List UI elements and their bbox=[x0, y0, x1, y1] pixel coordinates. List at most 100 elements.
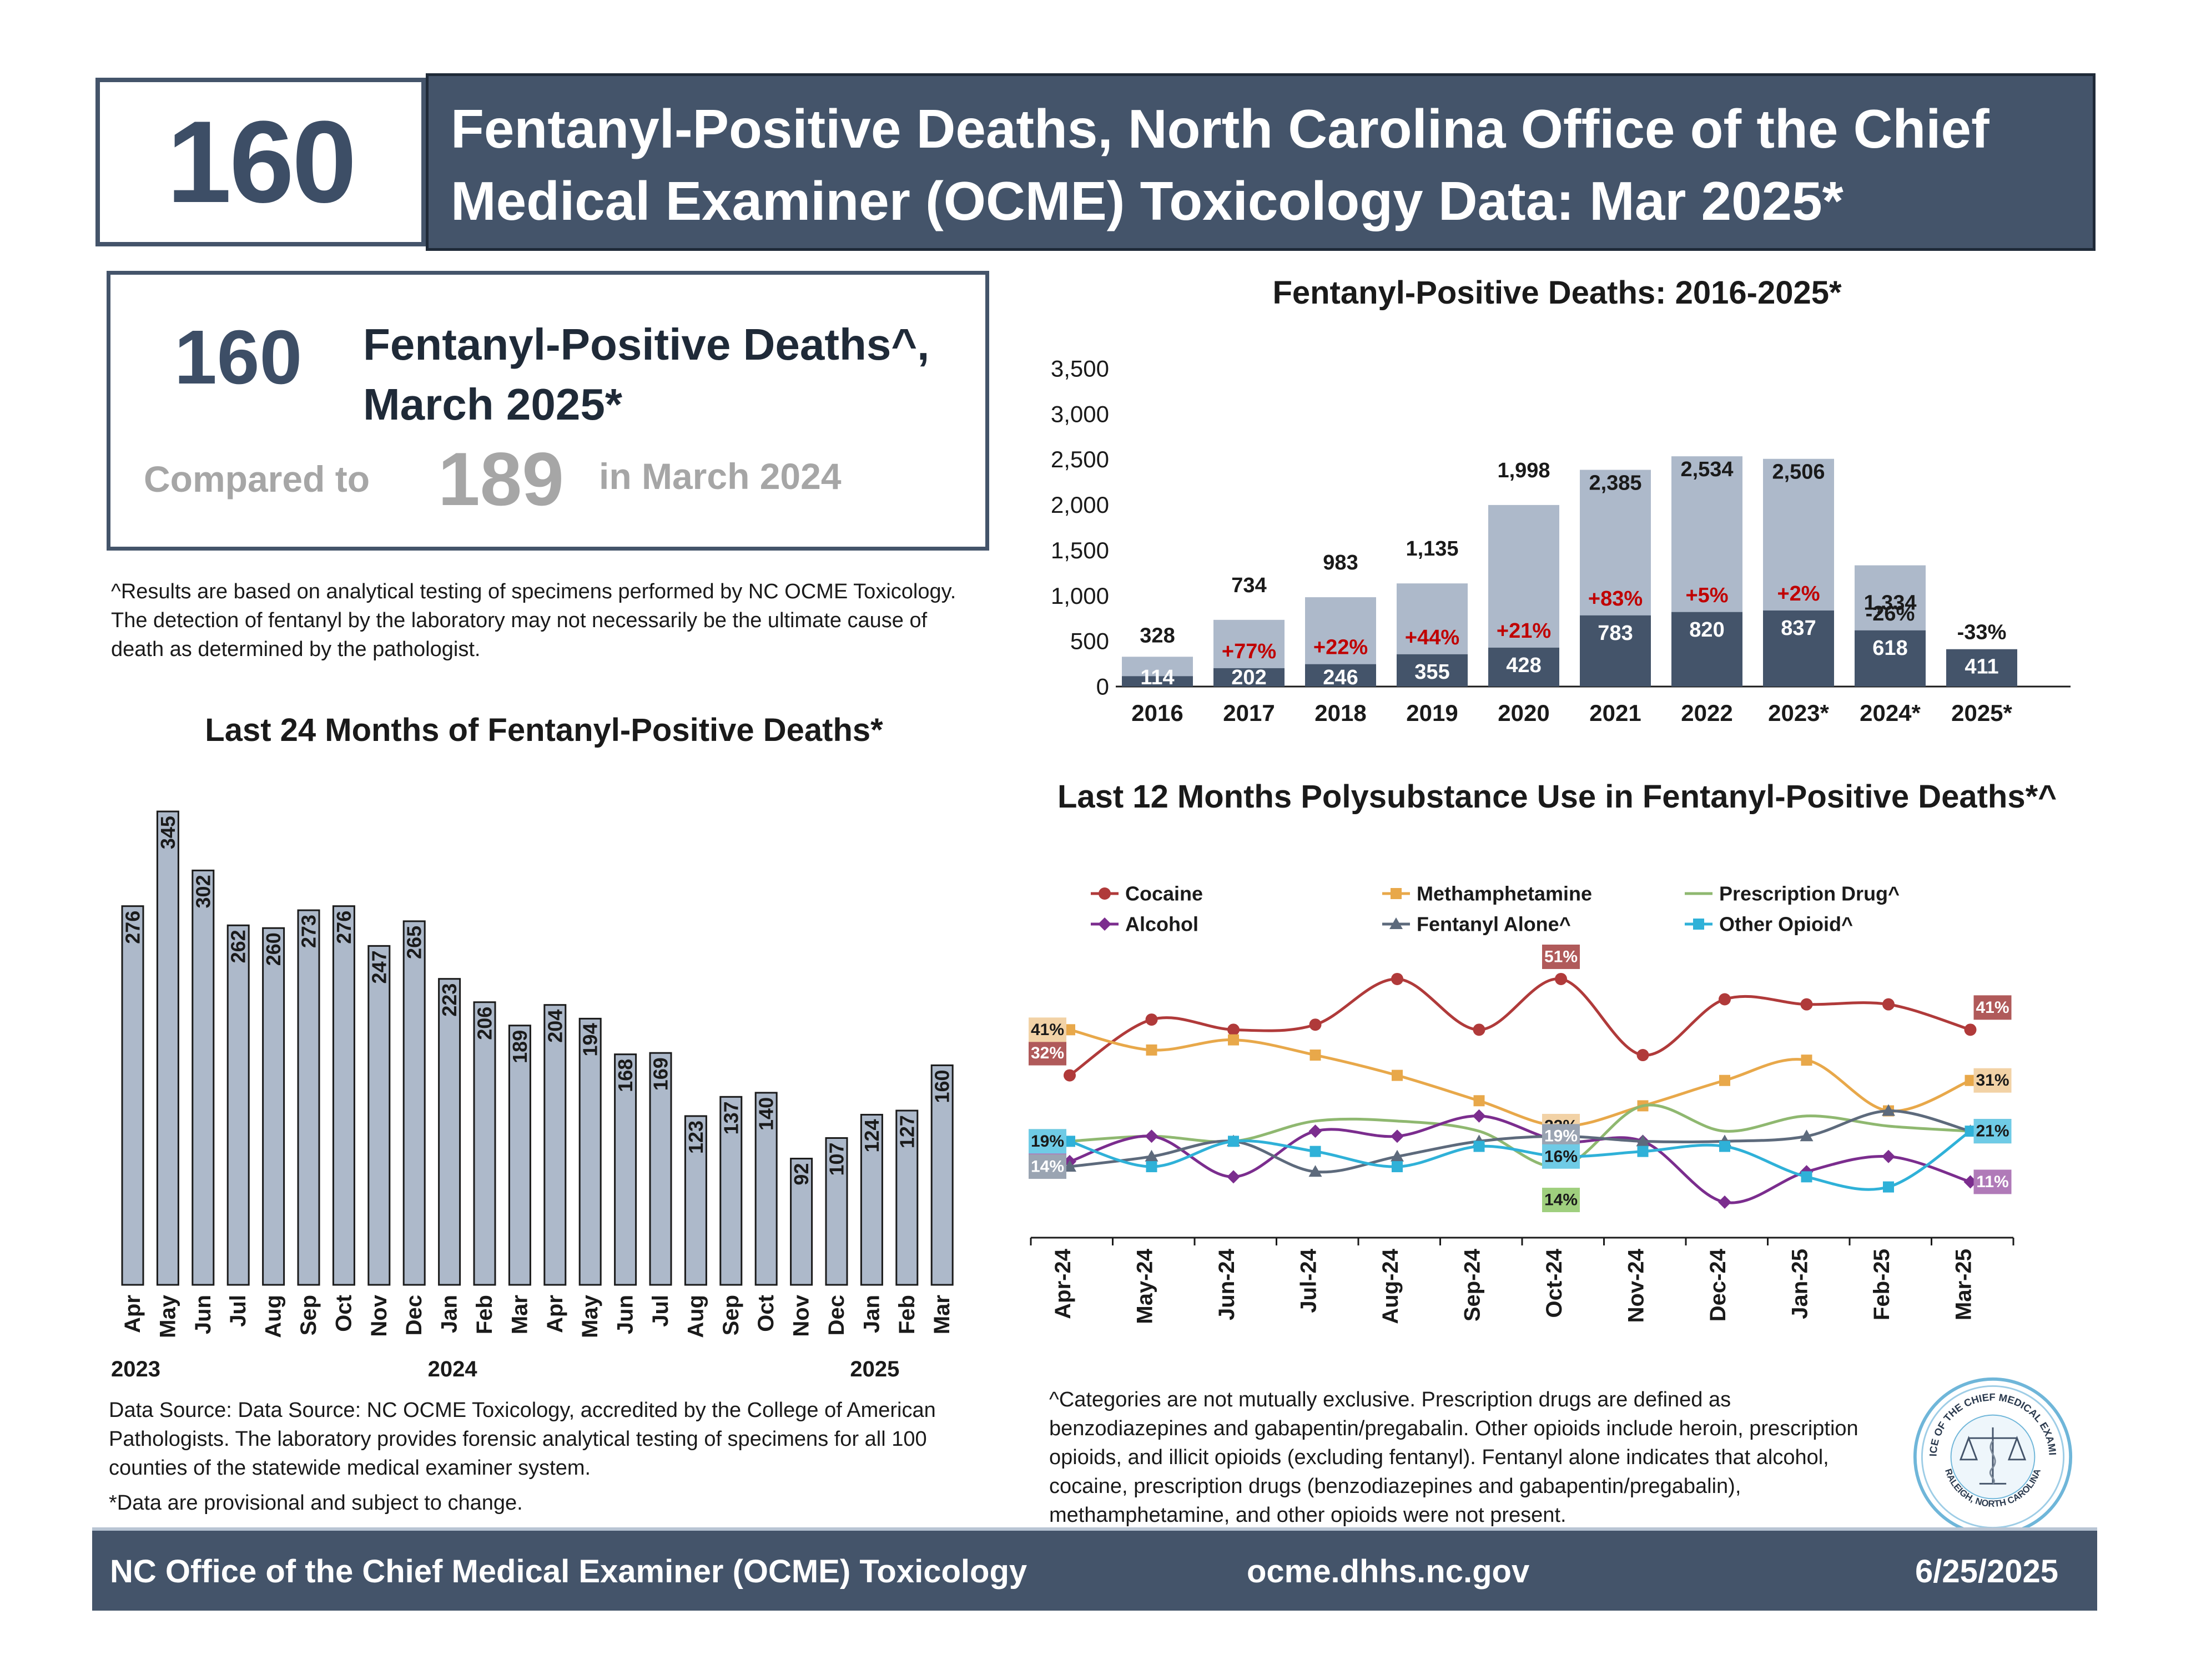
monthly-bar bbox=[825, 1137, 848, 1286]
poly-x-tick-label: Jul-24 bbox=[1297, 1248, 1321, 1313]
yearly-march-bar bbox=[1855, 630, 1926, 687]
poly-point bbox=[1719, 1074, 1730, 1086]
yearly-march-label: 411 bbox=[1965, 655, 1998, 679]
monthly-bar bbox=[226, 924, 250, 1286]
monthly-bar-value: 273 bbox=[298, 915, 320, 948]
summary-compared-to: Compared to bbox=[144, 458, 370, 500]
monthly-chart-title: Last 24 Months of Fentanyl-Positive Deat… bbox=[205, 712, 883, 748]
poly-data-label-bg bbox=[1973, 1068, 2012, 1093]
monthly-x-tick-label: Jul bbox=[226, 1295, 250, 1327]
yearly-total-label: 734 bbox=[1231, 574, 1266, 597]
yearly-x-tick-label: 2019 bbox=[1406, 700, 1458, 726]
monthly-bar-value: 137 bbox=[719, 1101, 742, 1134]
poly-data-label-text: 19% bbox=[1031, 1132, 1064, 1151]
yearly-pct-change-label: +77% bbox=[1222, 640, 1276, 663]
yearly-march-bar bbox=[1488, 647, 1559, 687]
poly-point bbox=[1800, 1129, 1814, 1142]
monthly-bar-value: 247 bbox=[367, 950, 390, 983]
poly-data-label-bg bbox=[1973, 1119, 2012, 1144]
monthly-bar bbox=[121, 905, 144, 1286]
monthly-bar bbox=[754, 1092, 778, 1286]
poly-point bbox=[1391, 1129, 1404, 1143]
poly-data-label-text: 51% bbox=[1544, 947, 1578, 966]
monthly-bar-value: 206 bbox=[474, 1007, 496, 1040]
poly-point bbox=[1064, 1069, 1076, 1082]
poly-point bbox=[1472, 1109, 1486, 1123]
poly-point bbox=[1882, 998, 1895, 1011]
yearly-x-tick-label: 2023* bbox=[1768, 700, 1829, 726]
yearly-y-tick-label: 1,000 bbox=[1051, 583, 1109, 609]
poly-point bbox=[1392, 1069, 1403, 1081]
yearly-pct-change-label: +83% bbox=[1588, 587, 1643, 611]
yearly-total-label: 2,385 bbox=[1589, 472, 1641, 495]
poly-point bbox=[1308, 1124, 1322, 1138]
monthly-bar-value: 276 bbox=[333, 911, 355, 944]
monthly-bar-value: 204 bbox=[543, 1010, 566, 1043]
yearly-march-label: 202 bbox=[1231, 666, 1266, 689]
page-title: Fentanyl-Positive Deaths, North Carolina… bbox=[451, 98, 1989, 231]
yearly-y-tick-label: 500 bbox=[1070, 628, 1109, 654]
poly-point bbox=[1965, 1074, 1976, 1086]
yearly-march-bar bbox=[1122, 676, 1193, 687]
legend-label: Alcohol bbox=[1125, 913, 1198, 936]
poly-x-tick-label: Sep-24 bbox=[1460, 1248, 1485, 1321]
poly-series-line bbox=[1069, 977, 1971, 1077]
monthly-bar bbox=[332, 905, 355, 1286]
yearly-x-tick-label: 2022 bbox=[1681, 700, 1732, 726]
monthly-x-tick-label: May bbox=[155, 1294, 180, 1338]
monthly-x-tick-label: Dec bbox=[824, 1295, 849, 1335]
yearly-x-tick-label: 2018 bbox=[1314, 700, 1366, 726]
poly-x-tick-label: Feb-25 bbox=[1870, 1249, 1894, 1320]
poly-data-label-bg bbox=[1542, 1144, 1580, 1169]
yearly-bar-chart: 0 500 1,000 1,500 2,000 2,500 3,000 3,500 328 114… bbox=[1051, 356, 2071, 726]
footer-website-link[interactable]: ocme.dhhs.nc.gov bbox=[1247, 1553, 1530, 1590]
monthly-x-tick-label: May bbox=[578, 1294, 602, 1338]
yearly-pct-change-label: +5% bbox=[1685, 584, 1728, 607]
poly-series-line bbox=[1069, 1130, 1971, 1191]
legend-marker bbox=[1389, 917, 1403, 929]
data-source-note: Data Source: Data Source: NC OCME Toxico… bbox=[109, 1399, 936, 1480]
poly-point bbox=[1473, 1141, 1485, 1152]
monthly-x-tick-label: Jul bbox=[648, 1295, 673, 1327]
yearly-pct-change-label: +44% bbox=[1405, 626, 1459, 649]
poly-data-label-text: 32% bbox=[1031, 1044, 1064, 1062]
poly-data-label-bg bbox=[1542, 944, 1580, 969]
yearly-y-tick-label: 1,500 bbox=[1051, 537, 1109, 563]
poly-data-label-text: 14% bbox=[1031, 1158, 1064, 1176]
monthly-x-tick-label: Jun bbox=[191, 1295, 215, 1334]
poly-data-label-text: 16% bbox=[1544, 1147, 1578, 1166]
poly-point bbox=[1392, 1161, 1403, 1173]
monthly-bar-value: 223 bbox=[438, 983, 461, 1017]
monthly-bar bbox=[156, 810, 179, 1286]
monthly-bar bbox=[860, 1113, 883, 1286]
yearly-chart-title: Fentanyl-Positive Deaths: 2016-2025* bbox=[1272, 275, 1842, 311]
yearly-march-bar bbox=[1671, 612, 1742, 687]
legend-marker bbox=[1099, 887, 1111, 900]
yearly-x-tick-label: 2025* bbox=[1951, 700, 2012, 726]
monthly-bar bbox=[790, 1158, 813, 1286]
monthly-bar bbox=[297, 909, 320, 1286]
poly-data-label-bg bbox=[1029, 1154, 1066, 1179]
yearly-march-bar bbox=[1763, 610, 1834, 687]
monthly-bar bbox=[438, 978, 461, 1286]
poly-data-label-text: 41% bbox=[1031, 1021, 1064, 1039]
yearly-pct-change-label: +21% bbox=[1497, 619, 1551, 643]
results-footnote: ^Results are based on analytical testing… bbox=[111, 580, 956, 661]
poly-point bbox=[1719, 993, 1731, 1006]
poly-x-tick-label: May-24 bbox=[1133, 1248, 1157, 1324]
poly-x-tick-label: Oct-24 bbox=[1542, 1248, 1567, 1318]
summary-previous-label: in March 2024 bbox=[599, 456, 842, 497]
poly-point bbox=[1227, 1023, 1240, 1036]
monthly-bar bbox=[508, 1025, 531, 1286]
poly-data-label: 11% bbox=[1973, 1169, 2012, 1194]
poly-point bbox=[1309, 1050, 1321, 1061]
poly-point bbox=[1473, 1095, 1485, 1107]
poly-point bbox=[1145, 1149, 1159, 1162]
poly-data-label-text: 11% bbox=[1976, 1173, 2008, 1191]
monthly-x-tick-label: Nov bbox=[789, 1294, 814, 1336]
poly-series-line bbox=[1069, 1109, 1971, 1174]
poly-data-label-text: 19% bbox=[1544, 1127, 1578, 1146]
poly-x-tick-label: Aug-24 bbox=[1378, 1248, 1403, 1324]
yearly-x-tick-label: 2020 bbox=[1498, 700, 1549, 726]
poly-data-label: 14% bbox=[1542, 1188, 1580, 1213]
